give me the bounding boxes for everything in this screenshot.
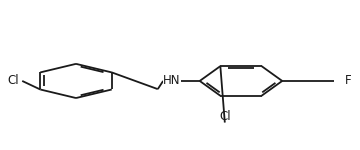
Text: HN: HN xyxy=(163,74,181,87)
Text: Cl: Cl xyxy=(8,74,19,87)
Text: F: F xyxy=(345,74,352,87)
Text: Cl: Cl xyxy=(219,110,231,123)
